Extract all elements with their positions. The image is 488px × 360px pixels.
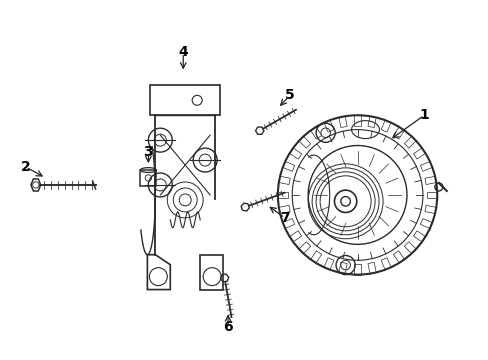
Text: 2: 2 (21, 160, 31, 174)
Text: 4: 4 (178, 45, 188, 59)
Bar (140, 170, 156, 186)
Text: 6: 6 (223, 320, 232, 334)
Text: 3: 3 (143, 145, 153, 159)
Text: 5: 5 (285, 88, 294, 102)
Text: 1: 1 (419, 108, 428, 122)
Text: 7: 7 (280, 211, 289, 225)
